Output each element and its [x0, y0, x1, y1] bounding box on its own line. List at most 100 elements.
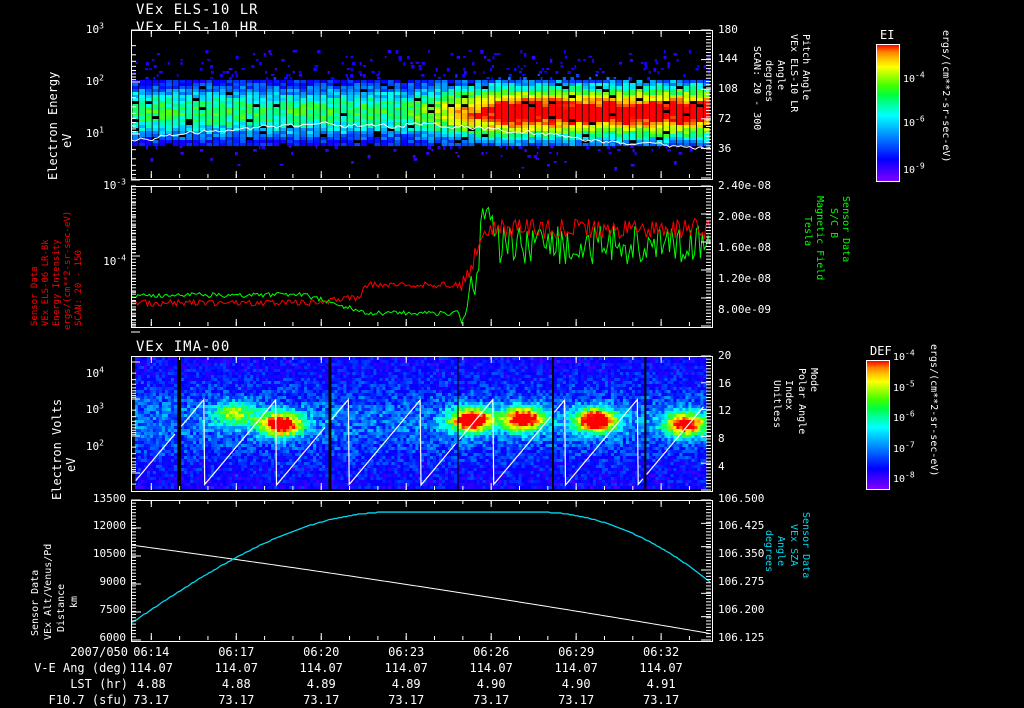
panel3-rtick-8: 8 [718, 432, 725, 445]
colorbar2-tick-4: 10-7 [893, 440, 915, 455]
panel-els-pitch-angle[interactable] [131, 30, 713, 180]
footer-row-label: F10.7 (sfu) [48, 693, 128, 707]
footer-cell: 06:20 [303, 645, 340, 659]
panel2-right-caption-4: Tesla [802, 216, 813, 247]
panel1-rtick-144: 144 [718, 52, 738, 65]
panel4-left-caption-1: Sensor Data [30, 569, 41, 636]
panel2-rtick-3: 1.60e-08 [718, 241, 771, 254]
footer-cell: 114.07 [299, 661, 343, 675]
ima-sweep-segment [135, 433, 176, 482]
footer-cell: 06:29 [558, 645, 595, 659]
colorbar2-tick-5: 10-8 [893, 470, 915, 485]
panel4-right-caption-3: Angle [775, 536, 786, 567]
footer-cell: 4.89 [391, 677, 421, 691]
footer-cell: 114.07 [469, 661, 513, 675]
panel2-left-caption-4: ergs/(cm**2-sr-sec-eV) [63, 210, 73, 330]
footer-cell: 4.90 [476, 677, 506, 691]
panel4-ytick-10500: 10500 [92, 547, 126, 560]
footer-cell: 4.91 [646, 677, 676, 691]
panel-ima-spectrogram[interactable] [131, 356, 713, 492]
footer-data-table: 2007/050 06:14 06:17 06:20 06:23 06:26 06:29 06… [0, 644, 1024, 708]
panel1-rtick-180: 180 [718, 23, 738, 36]
panel4-ytick-7500: 7500 [99, 603, 127, 616]
footer-cell: 73.17 [133, 693, 170, 707]
colorbar1-tick-1: 10-4 [903, 70, 925, 85]
footer-cell: 06:23 [388, 645, 425, 659]
panel1-left-axis-units: eV [60, 88, 74, 148]
panel4-rtick-6: 106.125 [718, 631, 765, 644]
panel2-right-caption-2: S/C B [828, 208, 839, 239]
footer-row-label: 2007/050 [70, 645, 128, 659]
panel2-left-caption-3: Energy Intensity [52, 239, 62, 326]
energy-intensity-trace [132, 217, 710, 308]
footer-cell: 114.07 [554, 661, 598, 675]
colorbar1-tick-2: 10-6 [903, 114, 925, 129]
panel3-title: VEx IMA-00 [136, 339, 231, 355]
panel1-rtick-72: 72 [718, 112, 732, 125]
panel1-rtick-36: 36 [718, 142, 732, 155]
colorbar2 [866, 360, 890, 490]
panel4-ytick-9000: 9000 [99, 575, 127, 588]
footer-row-label: LST (hr) [70, 677, 128, 691]
panel4-line-plot [132, 501, 710, 639]
panel1-ytick-100: 102 [85, 73, 104, 88]
colorbar1 [876, 44, 900, 182]
panel3-right-caption-4: Unitless [771, 380, 782, 429]
footer-cell: 06:17 [218, 645, 255, 659]
panel1-right-caption-4: degrees [763, 60, 774, 103]
panel1-ytick-1000: 103 [85, 21, 104, 36]
footer-row-lst: LST (hr) 4.88 4.88 4.89 4.89 4.90 4.90 4.91 [0, 676, 1024, 692]
footer-cell: 4.88 [136, 677, 166, 691]
footer-row-f107: F10.7 (sfu) 73.17 73.17 73.17 73.17 73.17 73.1… [0, 692, 1024, 708]
panel2-rtick-1: 2.40e-08 [718, 179, 771, 192]
panel4-rtick-5: 106.200 [718, 603, 765, 616]
panel3-ytick-1e4: 104 [85, 365, 104, 380]
panel3-right-caption-1: Mode [808, 368, 819, 393]
panel2-plot-area [132, 187, 712, 327]
colorbar2-tick-2: 10-5 [893, 379, 915, 394]
footer-cell: 114.07 [384, 661, 428, 675]
panel4-rtick-3: 106.350 [718, 547, 765, 560]
panel1-rtick-108: 108 [718, 82, 738, 95]
panel4-ytick-13500: 13500 [92, 492, 126, 505]
panel1-right-caption-1: Pitch Angle [800, 34, 811, 101]
footer-cell: 114.07 [129, 661, 173, 675]
panel2-ytick-1e-3: 10-3 [103, 177, 126, 192]
panel4-ytick-12000: 12000 [92, 519, 126, 532]
panel4-left-caption-2: VEx Alt/Venus/Pd [43, 543, 54, 640]
footer-cell: 73.17 [643, 693, 680, 707]
footer-cell: 73.17 [218, 693, 255, 707]
panel1-ytick-10: 101 [85, 125, 104, 140]
footer-cell: 114.07 [214, 661, 258, 675]
distance-trace [132, 544, 710, 634]
panel2-line-plot [132, 187, 710, 325]
ima-sweep-segment [331, 397, 456, 487]
panel3-left-axis-label: Electron Volts [50, 398, 64, 500]
panel2-right-caption-3: Magnetic Field [814, 196, 825, 281]
panel-altitude-sza[interactable] [131, 500, 713, 642]
footer-cell: 4.89 [306, 677, 336, 691]
colorbar2-tick-1: 10-4 [893, 348, 915, 363]
panel1-right-caption-5: SCAN: 20 - 300 [751, 46, 762, 131]
colorbar1-gradient [877, 45, 899, 181]
panel3-rtick-16: 16 [718, 377, 732, 390]
footer-cell: 06:14 [133, 645, 170, 659]
colorbar2-title: DEF [870, 344, 892, 358]
footer-cell: 73.17 [388, 693, 425, 707]
panel4-ytick-6000: 6000 [99, 631, 127, 644]
colorbar2-unit: ergs/(cm**2-sr-sec-eV) [928, 344, 939, 477]
panel3-rtick-12: 12 [718, 404, 732, 417]
colorbar2-gradient [867, 361, 889, 489]
panel3-spectrogram [132, 357, 710, 489]
panel1-right-caption-2: VEx ELS-10 LR [788, 34, 799, 113]
panel4-right-caption-4: degrees [763, 530, 774, 573]
panel2-rtick-5: 8.00e-09 [718, 303, 771, 316]
panel3-rtick-4: 4 [718, 460, 725, 473]
panel1-title-lr: VEx ELS-10 LR [136, 2, 259, 18]
panel2-rtick-4: 1.20e-08 [718, 272, 771, 285]
panel4-right-caption-1: Sensor Data [800, 512, 811, 579]
footer-row-date: 2007/050 06:14 06:17 06:20 06:23 06:26 06:29 06… [0, 644, 1024, 660]
panel-energy-magfield[interactable] [131, 186, 713, 328]
panel2-rtick-2: 2.00e-08 [718, 210, 771, 223]
